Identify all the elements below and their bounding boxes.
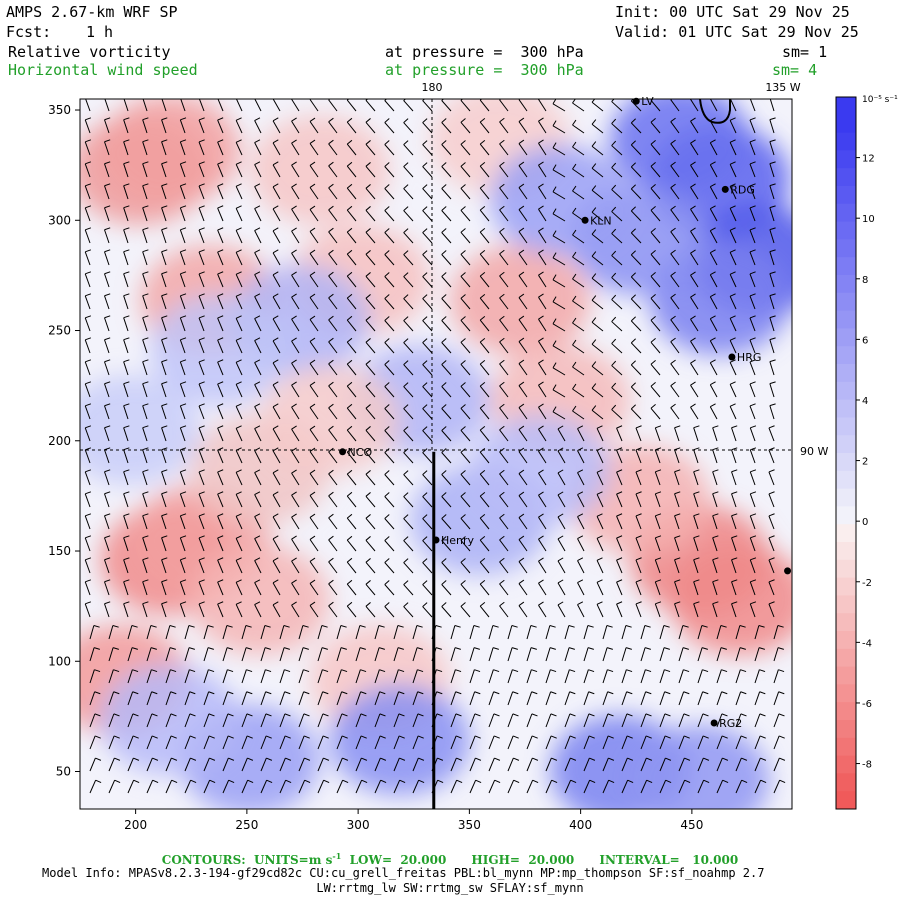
field-2-level: at pressure = 300 hPa: [385, 61, 584, 79]
valid-time: Valid: 01 UTC Sat 29 Nov 25: [615, 23, 859, 41]
station-label: HRG: [737, 351, 761, 364]
y-tick-label: 350: [48, 103, 71, 117]
x-tick-label: 300: [347, 818, 370, 832]
x-tick-label: 200: [124, 818, 147, 832]
model-info: Model Info: MPASv8.2.3-194-gf29cd82c CU:…: [42, 866, 765, 880]
colorbar-tick-label: -6: [862, 699, 872, 710]
colorbar-tick-label: -2: [862, 578, 872, 589]
stations: LV RDG KLN HRG NCO Henry RG2: [339, 95, 792, 730]
field-1-name: Relative vorticity: [8, 43, 171, 61]
station-label: LV: [641, 95, 654, 108]
field-1-level: at pressure = 300 hPa: [385, 43, 584, 61]
y-tick-label: 100: [48, 654, 71, 668]
parallel-90w-label: 90 W: [800, 445, 828, 458]
init-time: Init: 00 UTC Sat 29 Nov 25: [615, 3, 850, 21]
y-tick-label: 50: [56, 765, 71, 779]
station-marker: [632, 97, 640, 105]
forecast-label: Fcst:: [6, 23, 52, 41]
map-frame: [79, 98, 793, 810]
colorbar-tick-label: 6: [862, 335, 868, 346]
meridian-180-label: 180: [422, 81, 443, 94]
meridian-135w-label: 135 W: [765, 81, 800, 94]
contours-info: CONTOURS: UNITS=m s-1 LOW= 20.000 HIGH= …: [161, 851, 739, 867]
y-tick-label: 250: [48, 324, 71, 338]
x-tick-label: 400: [569, 818, 592, 832]
map-axes: 200 250 300 350 400 450 50 100 150 200 250 300 350: [48, 103, 703, 832]
x-tick-label: 350: [458, 818, 481, 832]
colorbar-tick-label: 10: [862, 214, 875, 225]
colorbar-tick-label: 4: [862, 396, 868, 407]
colorbar-units: 10⁻⁵ s⁻¹: [862, 95, 898, 105]
colorbar-tick-label: 0: [862, 517, 868, 528]
station-label: RDG: [730, 183, 755, 196]
station-label: Henry: [441, 534, 475, 547]
y-tick-label: 200: [48, 434, 71, 448]
y-tick-label: 300: [48, 213, 71, 227]
station-label: RG2: [719, 717, 742, 730]
field-2-smoothing: sm= 4: [772, 61, 818, 79]
station-marker: [710, 719, 718, 727]
station-label: KLN: [590, 214, 612, 227]
model-info-physics: LW:rrtmg_lw SW:rrtmg_sw SFLAY:sf_mynn: [316, 881, 584, 895]
field-1-smoothing: sm= 1: [782, 43, 828, 61]
station-marker: [728, 353, 736, 361]
station-marker: [432, 536, 440, 544]
colorbar-tick-label: 12: [862, 154, 875, 165]
station-label: NCO: [348, 446, 373, 459]
station-marker: [339, 448, 347, 456]
x-tick-label: 450: [680, 818, 703, 832]
model-title: AMPS 2.67-km WRF SP: [6, 3, 178, 21]
station-marker: [721, 185, 729, 193]
colorbar-tick-label: -8: [862, 760, 872, 771]
vorticity-field: [80, 99, 792, 809]
wind-barbs: [84, 99, 786, 794]
colorbar-tick-label: 2: [862, 457, 868, 468]
forecast-hour: 1 h: [86, 23, 114, 41]
colorbar-tick-label: 8: [862, 275, 868, 286]
colorbar-tick-label: -4: [862, 638, 872, 649]
x-tick-label: 250: [235, 818, 258, 832]
y-tick-label: 150: [48, 544, 71, 558]
station-marker: [784, 567, 792, 575]
station-marker: [581, 216, 589, 224]
field-2-name: Horizontal wind speed: [8, 61, 198, 79]
map-overlays: [80, 99, 792, 809]
